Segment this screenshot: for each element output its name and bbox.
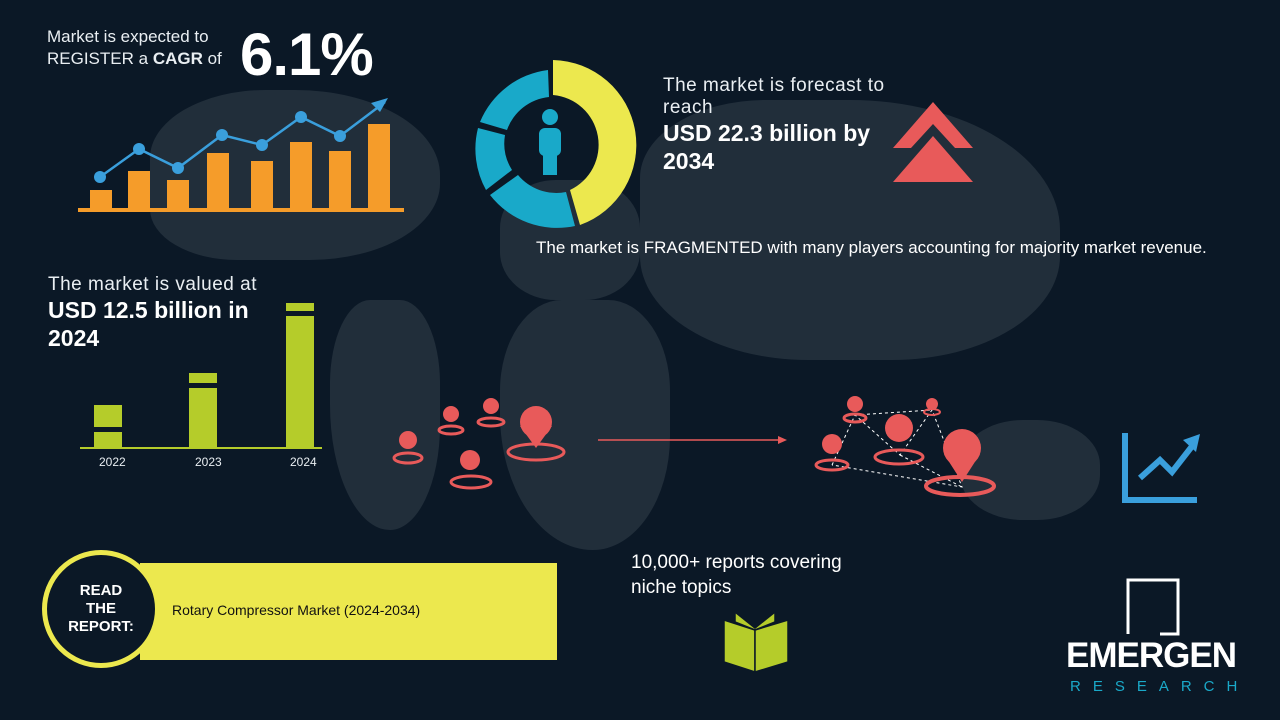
cagr-post: of: [202, 49, 222, 68]
year-label: 2022: [99, 455, 126, 469]
network-pins-right: [814, 396, 996, 497]
arrow-right-icon: [598, 436, 787, 444]
report-title[interactable]: Rotary Compressor Market (2024-2034): [172, 602, 421, 618]
cagr-value: 6.1%: [240, 21, 374, 88]
valued-label: The market is valued at: [48, 274, 257, 295]
logo-sub: RESEARCH: [1070, 678, 1250, 695]
valued-value: USD 12.5 billion in 2024: [48, 297, 249, 351]
valued-block: The market is valued at USD 12.5 billion…: [48, 274, 288, 352]
book-icon: [723, 610, 789, 674]
world-map-asia: [640, 100, 1060, 360]
cagr-label: Market is expected to REGISTER a CAGR of: [47, 26, 222, 70]
read-report-label: READ THE REPORT:: [68, 582, 134, 635]
world-map-south-america: [330, 300, 440, 530]
cagr-bold: CAGR: [152, 49, 203, 68]
report-link-banner[interactable]: Rotary Compressor Market (2024-2034): [140, 563, 557, 660]
forecast-block: The market is forecast to reach USD 22.3…: [663, 75, 903, 175]
cagr-line1: Market is expected to: [47, 27, 209, 46]
forecast-value: USD 22.3 billion by 2034: [663, 120, 871, 174]
donut-chart-icon: [475, 60, 637, 228]
year-label: 2024: [290, 455, 317, 469]
growth-chart-icon: [78, 98, 404, 212]
trend-up-icon: [1122, 433, 1200, 503]
value-bars-icon: [80, 303, 322, 449]
world-map-australia: [960, 420, 1100, 520]
fragmented-text: The market is FRAGMENTED with many playe…: [536, 238, 1207, 257]
emergen-logo-mark: [1126, 578, 1180, 636]
reports-text: 10,000+ reports covering niche topics: [631, 552, 842, 598]
cagr-pre: REGISTER a: [47, 49, 153, 68]
double-chevron-up-icon: [893, 102, 973, 182]
location-pins-left: [392, 398, 566, 490]
read-report-circle[interactable]: READ THE REPORT:: [42, 550, 160, 668]
cagr-line2: REGISTER a CAGR of: [47, 48, 222, 70]
year-label: 2023: [195, 455, 222, 469]
logo-name: EMERGEN: [1066, 636, 1237, 675]
forecast-label: The market is forecast to reach: [663, 75, 885, 118]
